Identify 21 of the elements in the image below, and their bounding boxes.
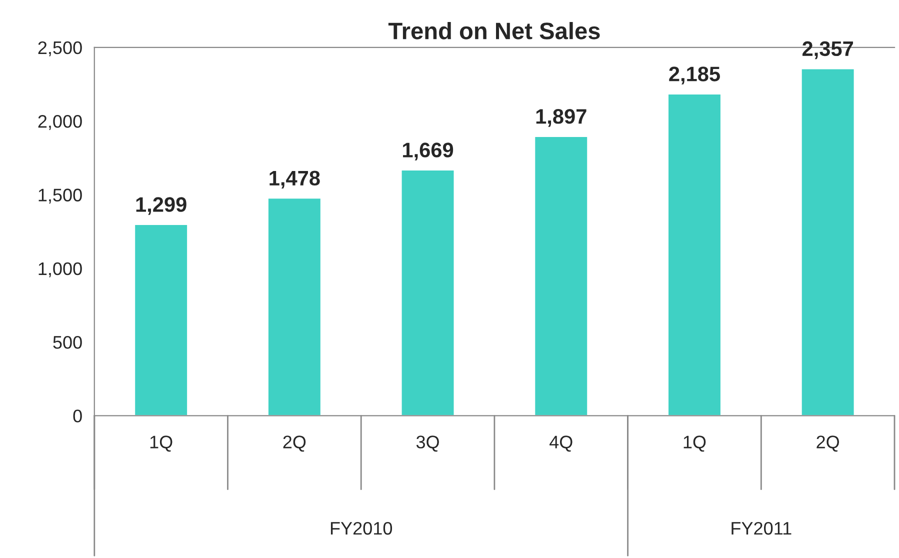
data-label: 1,669 [403, 142, 454, 160]
y-tick-label: 1,000 [38, 262, 82, 278]
y-tick-label: 1,500 [38, 188, 82, 204]
y-tick-label: 2,500 [38, 41, 82, 56]
x-tick-label: 2Q [283, 436, 306, 452]
text: FY2010 [330, 522, 392, 535]
y-tick-label: 500 [53, 336, 82, 349]
data-label: 1,478 [270, 170, 320, 189]
text: FY2011 [732, 522, 792, 535]
data-label: 2,185 [669, 66, 720, 84]
x-tick-label: 4Q [550, 436, 572, 452]
data-label: 1,299 [136, 197, 186, 215]
data-label: 2,357 [802, 41, 853, 60]
y-tick-label: 2,000 [38, 115, 82, 130]
x-tick-label: 2Q [816, 436, 840, 452]
x-tick-label: 1Q [150, 436, 172, 452]
x-tick-label: 3Q [416, 436, 439, 452]
y-tick-label: 0 [73, 410, 82, 422]
chart-title: Trend on Net Sales [388, 22, 600, 40]
x-tick-label: 1Q [684, 436, 706, 452]
data-label: 1,897 [536, 109, 586, 127]
